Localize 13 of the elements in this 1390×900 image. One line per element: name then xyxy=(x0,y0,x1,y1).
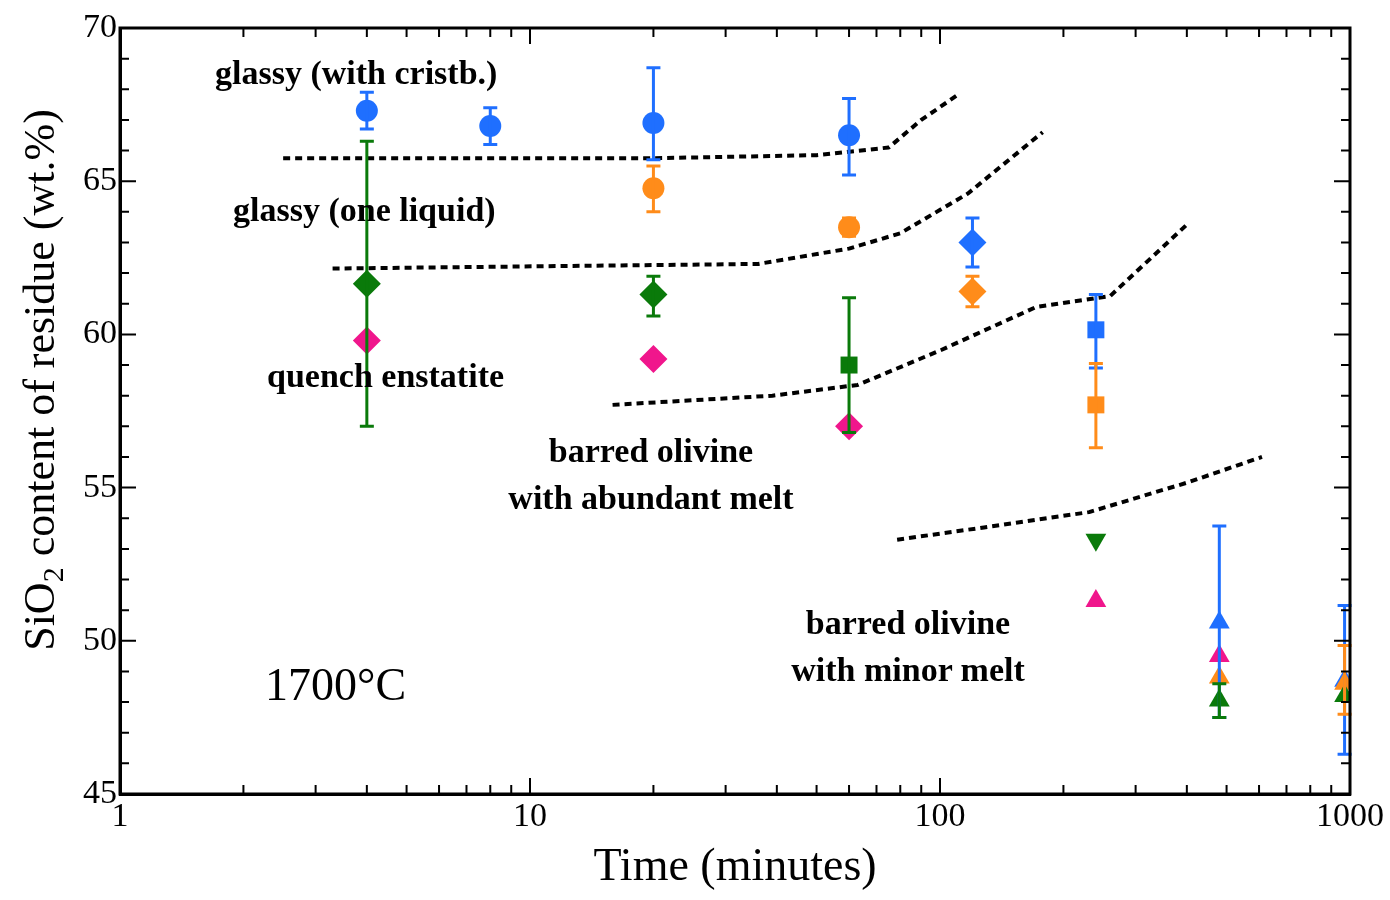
x-tick-label: 1000 xyxy=(1316,796,1384,834)
y-tick-label: 60 xyxy=(83,313,117,351)
x-tick-label: 100 xyxy=(914,796,966,834)
y-tick-label: 55 xyxy=(83,466,117,504)
y-tick-label: 70 xyxy=(83,6,117,44)
annotation: barred olivine with minor melt xyxy=(791,603,1026,688)
y-tick-label: 50 xyxy=(83,619,117,657)
annotation: glassy (with cristb.) xyxy=(215,53,498,92)
x-axis-title: Time (minutes) xyxy=(593,839,877,891)
y-tick-label: 65 xyxy=(83,160,117,198)
x-tick-label: 10 xyxy=(513,796,547,834)
annotation: 1700°C xyxy=(265,659,407,711)
annotation: barred olivine with abundant melt xyxy=(508,431,795,516)
